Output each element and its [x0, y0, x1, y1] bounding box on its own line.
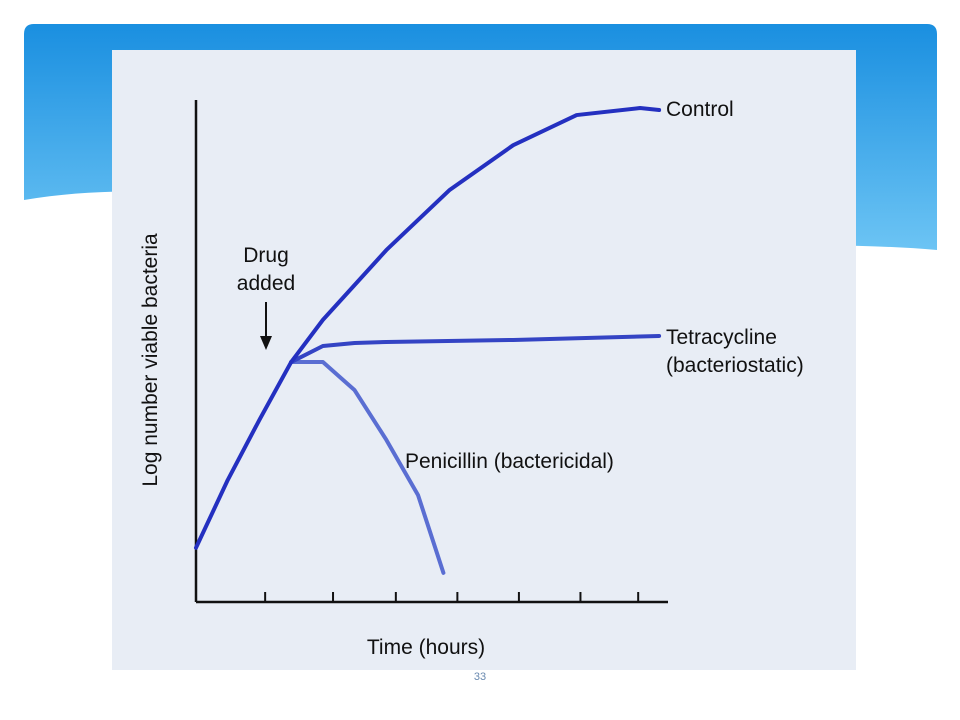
series-line [194, 106, 662, 550]
series-label-box: Tetracycline (bacteriostatic) [666, 326, 804, 377]
series-label: Penicillin (bactericidal) [405, 450, 614, 473]
series-line [289, 360, 446, 575]
annotation-arrowhead [260, 336, 272, 350]
annotation: Drug added [236, 244, 296, 295]
annotation-box: Drug added [236, 244, 296, 295]
series-label-box: Penicillin (bactericidal) [405, 450, 614, 473]
figure-background [112, 50, 856, 670]
y-axis-label: Log number viable bacteria [139, 233, 162, 487]
x-axis-label: Time (hours) [367, 636, 485, 659]
series-label-box: Control [666, 98, 734, 121]
series-line [289, 333, 662, 365]
page-number: 33 [474, 671, 486, 683]
series-label: Control [666, 98, 734, 121]
series-label: Tetracycline (bacteriostatic) [666, 326, 804, 377]
